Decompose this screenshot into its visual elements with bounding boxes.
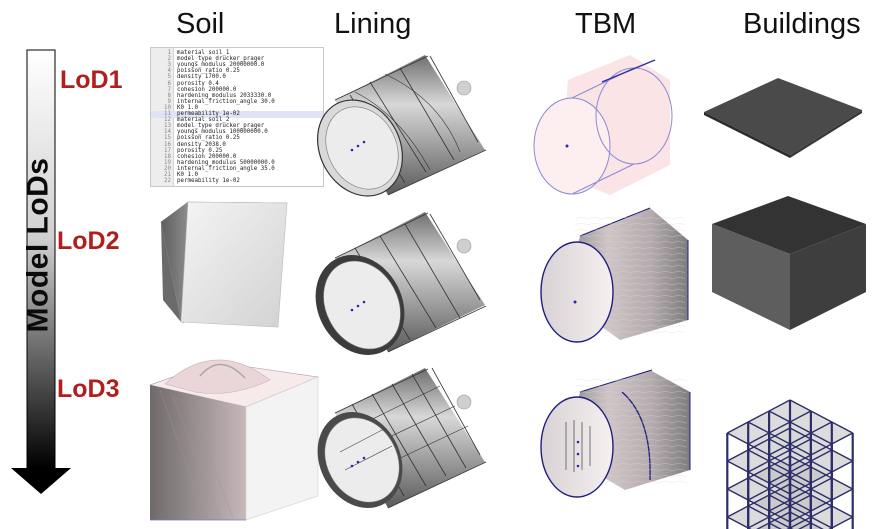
code-line: 10 K0 1.0 xyxy=(164,104,198,111)
code-line: 20 internal_friction_angle 35.0 xyxy=(164,165,275,172)
axis-label-model-lods: Model LoDs xyxy=(21,157,54,333)
column-header-lining: Lining xyxy=(334,8,412,40)
soil-lod2-cube xyxy=(160,201,288,328)
tbm-lod2-cylinder xyxy=(540,207,689,343)
code-line: 16 density 2038.0 xyxy=(164,141,226,148)
code-line: 3 youngs_modulus 20000000.0 xyxy=(167,62,265,69)
tbm-lod1-cylinder xyxy=(533,55,673,195)
code-line: 7 cohesion 200000.0 xyxy=(167,86,237,93)
column-header-soil: Soil xyxy=(176,8,225,40)
lod-label-2: LoD2 xyxy=(57,227,120,255)
column-header-tbm: TBM xyxy=(575,8,637,40)
soil-lod3-deformed-block xyxy=(148,359,320,521)
code-line: 13 model_type drucker_prager xyxy=(164,123,265,130)
column-header-buildings: Buildings xyxy=(743,8,861,40)
code-line: 9 internal_friction_angle 30.0 xyxy=(167,98,275,105)
lod-gradient-arrow xyxy=(11,49,71,494)
building-lod3-frame xyxy=(726,399,854,529)
code-line: 4 poisson_ratio 0.25 xyxy=(167,68,240,75)
code-line: 5 density 1700.0 xyxy=(167,74,226,81)
code-line: 6 porosity 0.4 xyxy=(167,80,219,87)
lod-label-3: LoD3 xyxy=(57,375,120,403)
soil-lod1-material-listing: 1 material soil_1 2 model_type drucker_prag… xyxy=(150,47,324,187)
code-line: 22 permeability 1e-02 xyxy=(164,178,240,185)
building-lod1-plate xyxy=(704,78,862,158)
code-line: 18 cohesion 200000.0 xyxy=(164,153,237,160)
code-line: 8 hardening_modulus 2033330.0 xyxy=(167,92,272,99)
code-line: 11 permeability 1e-02 xyxy=(151,111,323,119)
code-line: 1 material soil_1 xyxy=(167,50,230,56)
tbm-lod3-cylinder xyxy=(540,369,691,498)
building-lod2-box xyxy=(712,196,866,330)
code-line: 14 youngs_modulus 100000000.0 xyxy=(164,129,268,136)
code-line: 19 hardening_modulus 50000000.0 xyxy=(164,159,275,166)
lining-lod3-tube xyxy=(317,367,487,509)
code-line: 21 K0 1.0 xyxy=(164,172,198,178)
code-line: 12 material soil_2 xyxy=(164,117,230,124)
code-line: 17 porosity 0.25 xyxy=(164,147,223,154)
code-line: 15 poisson_ratio 0.25 xyxy=(164,135,240,142)
code-line: 2 model_type drucker_prager xyxy=(167,56,265,63)
lining-lod1-tube xyxy=(316,55,487,197)
lining-lod2-tube xyxy=(315,212,487,355)
lod-label-1: LoD1 xyxy=(60,66,123,94)
